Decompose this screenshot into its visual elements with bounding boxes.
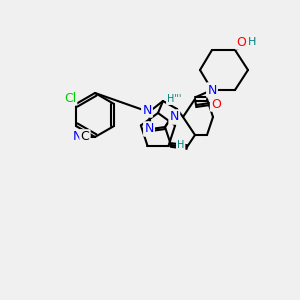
Text: N: N — [144, 122, 154, 136]
Text: H: H — [177, 140, 184, 150]
Text: C: C — [81, 130, 89, 143]
Text: H"': H"' — [167, 94, 182, 104]
Text: N: N — [169, 110, 179, 124]
Text: Cl: Cl — [64, 92, 76, 104]
Text: O: O — [236, 35, 246, 49]
Text: N: N — [207, 83, 217, 97]
Text: N: N — [142, 103, 152, 116]
Text: H: H — [248, 37, 256, 47]
Text: N: N — [72, 130, 82, 143]
Text: O: O — [211, 98, 221, 110]
